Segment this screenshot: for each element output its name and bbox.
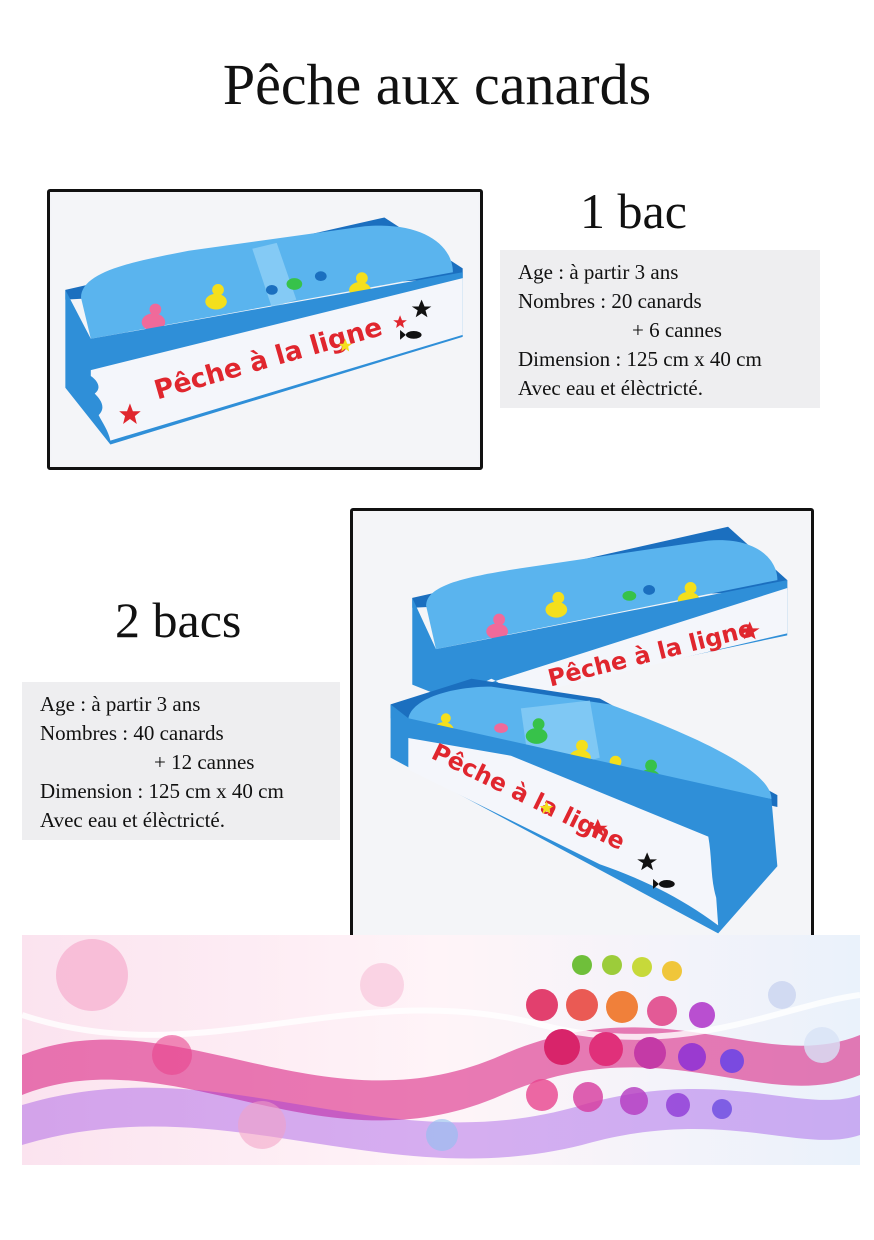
double-count: Nombres : 40 canards	[40, 721, 224, 745]
double-rods: + 12 cannes	[154, 750, 255, 774]
double-spec-box: Age : à partir 3 ans Nombres : 40 canard…	[22, 682, 340, 840]
single-rods: + 6 cannes	[632, 318, 722, 342]
single-extras: Avec eau et élèctricté.	[518, 376, 703, 400]
single-age: Age : à partir 3 ans	[518, 260, 679, 284]
decorative-dots-band	[22, 935, 860, 1165]
abstract-pattern-illustration	[22, 935, 860, 1165]
single-dimension: Dimension : 125 cm x 40 cm	[518, 347, 762, 371]
double-tank-photo: Pêche à la ligne Pêche à la ligne	[350, 508, 814, 960]
double-extras: Avec eau et élèctricté.	[40, 808, 225, 832]
duck-tank-pair-illustration: Pêche à la ligne Pêche à la ligne	[353, 511, 811, 957]
duck-tank-illustration: Pêche à la ligne	[51, 192, 479, 467]
page-title: Pêche aux canards	[222, 52, 652, 117]
double-age: Age : à partir 3 ans	[40, 692, 201, 716]
single-heading: 1 bac	[580, 183, 687, 239]
fish-icon	[653, 879, 675, 889]
fish-icon	[400, 329, 422, 340]
single-tank-photo: Pêche à la ligne	[47, 189, 483, 470]
single-spec-box: Age : à partir 3 ans Nombres : 20 canard…	[500, 250, 820, 408]
double-dimension: Dimension : 125 cm x 40 cm	[40, 779, 284, 803]
star-icon	[119, 299, 432, 424]
star-icon	[539, 621, 760, 871]
single-count: Nombres : 20 canards	[518, 289, 702, 313]
double-heading: 2 bacs	[115, 592, 242, 648]
